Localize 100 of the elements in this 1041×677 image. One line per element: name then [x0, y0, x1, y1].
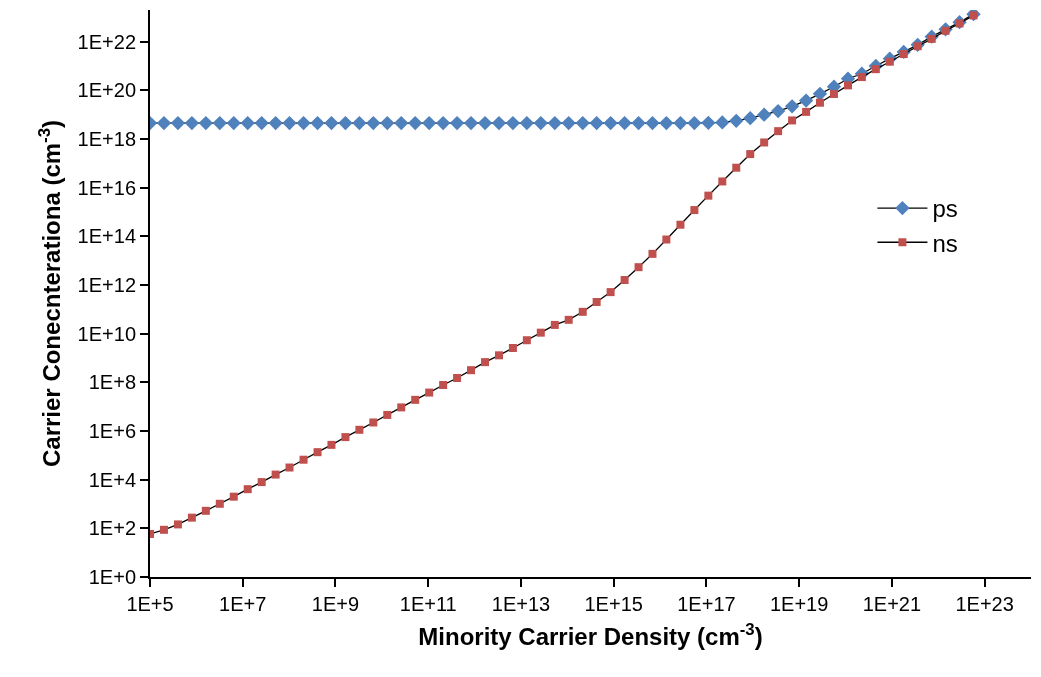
- point: [494, 351, 503, 360]
- point: [156, 115, 172, 131]
- point: [704, 191, 713, 200]
- point: [774, 127, 783, 136]
- point: [397, 403, 406, 412]
- point: [408, 115, 423, 131]
- point: [198, 115, 213, 131]
- point: [715, 115, 730, 130]
- point: [477, 115, 493, 131]
- point: [564, 315, 573, 324]
- y-tick-label: 1E+8: [88, 371, 136, 394]
- point: [453, 373, 462, 382]
- y-tick-label: 1E+14: [77, 225, 136, 248]
- point: [383, 410, 392, 419]
- point: [505, 115, 521, 131]
- point: [770, 103, 786, 119]
- point: [411, 395, 420, 404]
- y-tick-label: 1E+10: [77, 322, 136, 345]
- point: [369, 418, 378, 427]
- point: [341, 433, 350, 442]
- point: [648, 249, 657, 258]
- point: [436, 115, 451, 131]
- point: [282, 115, 297, 131]
- point: [812, 86, 828, 101]
- point: [843, 81, 852, 90]
- point: [829, 89, 838, 98]
- point: [467, 366, 476, 375]
- point: [687, 115, 702, 131]
- point: [718, 177, 727, 186]
- point: [271, 470, 280, 479]
- point: [578, 307, 587, 316]
- legend-label: ns: [932, 229, 958, 257]
- point: [201, 506, 210, 515]
- point: [784, 99, 800, 114]
- point: [690, 206, 699, 215]
- point: [732, 163, 741, 172]
- point: [561, 115, 576, 131]
- point: [173, 520, 182, 529]
- x-axis-title: Minority Carrier Density (cm$^{-3}$): [418, 619, 763, 650]
- x-tick-label: 1E+23: [955, 593, 1014, 615]
- point: [313, 448, 322, 457]
- point: [299, 455, 308, 464]
- point: [857, 73, 866, 82]
- point: [439, 381, 448, 390]
- point: [170, 115, 186, 131]
- x-tick-label: 1E+13: [491, 593, 551, 615]
- point: [673, 115, 688, 131]
- point: [327, 440, 336, 449]
- x-tick-label: 1E+15: [584, 593, 643, 615]
- point: [802, 107, 811, 116]
- point: [355, 425, 364, 434]
- point: [338, 115, 353, 131]
- x-tick-label: 1E+21: [862, 593, 922, 615]
- point: [620, 276, 629, 285]
- point: [296, 115, 311, 131]
- point: [798, 93, 814, 108]
- point: [425, 388, 434, 397]
- point: [187, 513, 196, 522]
- y-tick-label: 1E+0: [88, 566, 136, 588]
- point: [547, 115, 562, 131]
- point: [268, 115, 283, 131]
- point: [519, 115, 534, 131]
- y-tick-label: 1E+16: [77, 176, 136, 199]
- point: [536, 328, 545, 337]
- point: [631, 115, 646, 131]
- point: [815, 98, 824, 107]
- point: [257, 478, 266, 487]
- point: [285, 463, 294, 472]
- legend-label: ps: [932, 195, 958, 223]
- point: [184, 115, 200, 131]
- x-tick-label: 1E+11: [399, 593, 457, 615]
- point: [757, 107, 772, 122]
- point: [366, 115, 381, 131]
- x-tick-label: 1E+7: [219, 593, 267, 615]
- point: [743, 110, 758, 126]
- point: [352, 115, 367, 131]
- point: [729, 113, 744, 128]
- point: [508, 344, 517, 353]
- y-tick-label: 1E+22: [77, 30, 136, 53]
- point: [603, 115, 618, 131]
- point: [634, 263, 643, 272]
- x-tick-label: 1E+17: [677, 593, 736, 615]
- y-tick-label: 1E+4: [88, 468, 136, 491]
- point: [533, 115, 548, 131]
- point: [229, 492, 238, 501]
- point: [324, 115, 339, 131]
- point: [215, 499, 224, 508]
- point: [449, 115, 465, 131]
- point: [159, 525, 168, 534]
- point: [746, 150, 755, 159]
- x-tick-label: 1E+9: [311, 593, 360, 615]
- point: [522, 336, 531, 345]
- y-tick-label: 1E+2: [88, 517, 136, 540]
- point: [380, 115, 395, 131]
- point: [394, 115, 409, 131]
- point: [575, 115, 590, 131]
- point: [226, 115, 241, 131]
- point: [550, 320, 559, 329]
- point: [701, 115, 716, 131]
- point: [606, 288, 615, 297]
